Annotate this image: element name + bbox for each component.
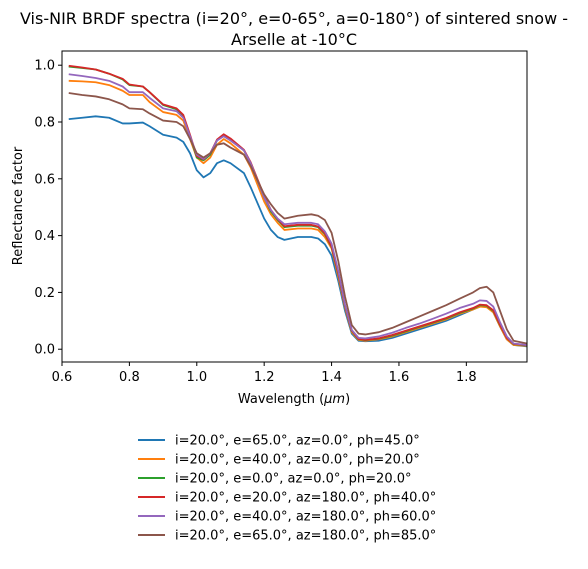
legend-label-6: i=20.0°, e=65.0°, az=180.0°, ph=85.0° bbox=[175, 529, 436, 544]
y-tick-label: 0.6 bbox=[34, 172, 55, 187]
series-line-2 bbox=[68, 79, 527, 347]
plot-frame bbox=[61, 50, 528, 363]
legend-label-4: i=20.0°, e=20.0°, az=180.0°, ph=40.0° bbox=[175, 491, 436, 506]
x-tick-label: 0.8 bbox=[119, 370, 140, 385]
legend-label-3: i=20.0°, e=0.0°, az=0.0°, ph=20.0° bbox=[175, 472, 412, 487]
y-tick-label: 0.2 bbox=[34, 286, 55, 301]
x-tick-label: 1.4 bbox=[321, 370, 342, 385]
x-axis-label: Wavelength (μm) bbox=[238, 392, 350, 407]
x-tick-label: 0.6 bbox=[52, 370, 73, 385]
series-line-5 bbox=[68, 73, 527, 346]
y-tick-label: 0.0 bbox=[34, 343, 55, 358]
series-line-1 bbox=[68, 115, 527, 348]
series-line-4 bbox=[68, 64, 527, 347]
y-tick-label: 1.0 bbox=[34, 59, 55, 74]
x-tick-label: 1.6 bbox=[389, 370, 410, 385]
y-tick-label: 0.4 bbox=[34, 229, 55, 244]
chart-title-line-1: Vis-NIR BRDF spectra (i=20°, e=0-65°, a=… bbox=[20, 9, 568, 28]
x-tick-label: 1.8 bbox=[456, 370, 477, 385]
y-axis-label: Reflectance factor bbox=[11, 146, 26, 265]
chart-title-line-2: Arselle at -10°C bbox=[231, 30, 357, 49]
legend: i=20.0°, e=65.0°, az=0.0°, ph=45.0° i=20.… bbox=[138, 434, 436, 544]
legend-label-5: i=20.0°, e=40.0°, az=180.0°, ph=60.0° bbox=[175, 510, 436, 525]
y-axis: 0.0 0.2 0.4 0.6 0.8 1.0 bbox=[34, 59, 62, 358]
series-line-6 bbox=[68, 92, 527, 345]
series-group bbox=[68, 64, 527, 348]
legend-label-2: i=20.0°, e=40.0°, az=0.0°, ph=20.0° bbox=[175, 453, 420, 468]
x-axis: 0.6 0.8 1.0 1.2 1.4 1.6 1.8 bbox=[52, 362, 477, 385]
legend-label-1: i=20.0°, e=65.0°, az=0.0°, ph=45.0° bbox=[175, 434, 420, 449]
x-tick-label: 1.2 bbox=[254, 370, 275, 385]
y-tick-label: 0.8 bbox=[34, 116, 55, 131]
x-tick-label: 1.0 bbox=[186, 370, 207, 385]
